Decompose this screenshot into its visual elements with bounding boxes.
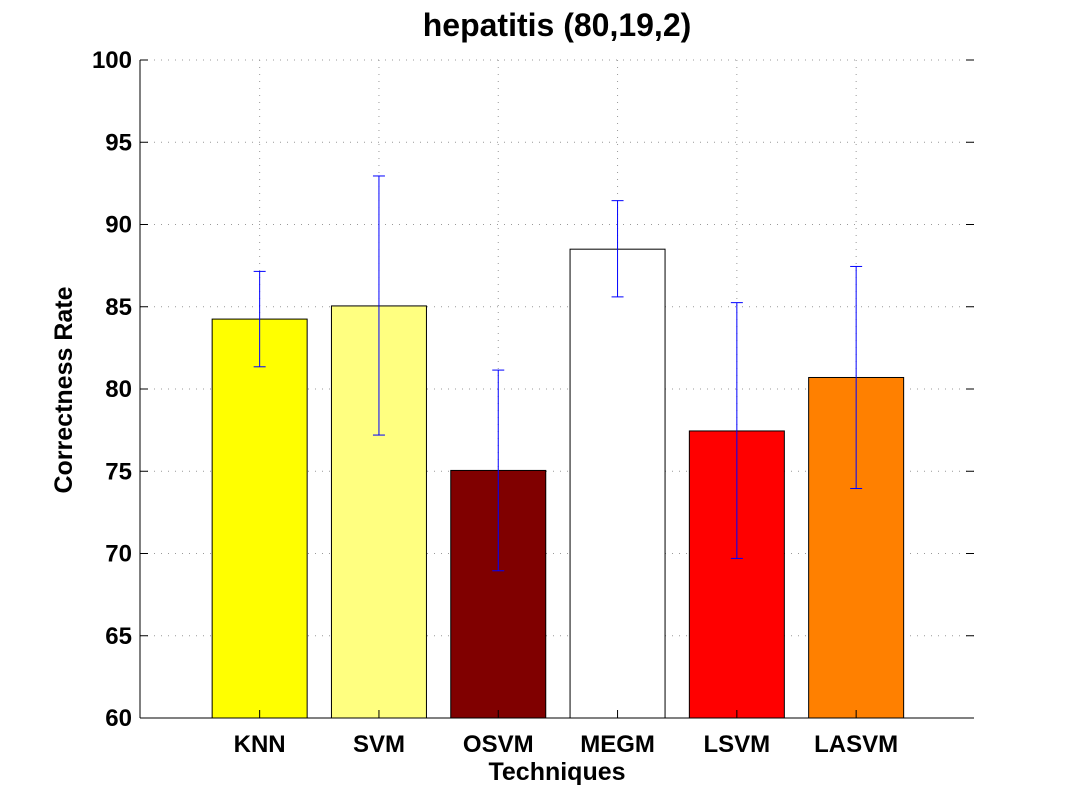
y-axis-label: Correctness Rate [50, 286, 78, 493]
x-tick-label-knn: KNN [234, 731, 286, 758]
error-bar-lsvm [730, 302, 743, 559]
error-bar-osvm [492, 369, 505, 572]
x-tick-label-lasvm: LASVM [814, 731, 898, 758]
bar-knn [211, 318, 308, 719]
y-tick-label: 75 [105, 458, 132, 485]
y-tick-label: 90 [105, 212, 132, 239]
y-tick-label: 85 [105, 294, 132, 321]
error-bars [253, 175, 863, 572]
axes [139, 59, 974, 719]
y-tick-label: 60 [105, 705, 132, 732]
x-axis-label: Techniques [488, 758, 625, 786]
x-tick-label-lsvm: LSVM [704, 731, 771, 758]
y-tick-labels: 60 65 70 75 80 85 90 95 100 [92, 47, 132, 732]
bar-megm [569, 248, 666, 719]
y-tick-label: 65 [105, 623, 132, 650]
bars [211, 248, 905, 719]
x-tick-label-svm: SVM [353, 731, 405, 758]
error-bar-lasvm [850, 265, 863, 490]
error-bar-knn [253, 270, 266, 368]
error-bar-megm [611, 200, 624, 298]
error-bar-svm [372, 175, 385, 436]
y-tick-label: 80 [105, 376, 132, 403]
x-tick-labels: KNN SVM OSVM MEGM LSVM LASVM [234, 731, 899, 758]
x-tick-label-osvm: OSVM [463, 731, 534, 758]
y-tick-label: 100 [92, 47, 132, 74]
y-tick-label: 70 [105, 541, 132, 568]
y-tick-label: 95 [105, 129, 132, 156]
chart-title: hepatitis (80,19,2) [423, 7, 692, 43]
x-tick-label-megm: MEGM [580, 731, 655, 758]
